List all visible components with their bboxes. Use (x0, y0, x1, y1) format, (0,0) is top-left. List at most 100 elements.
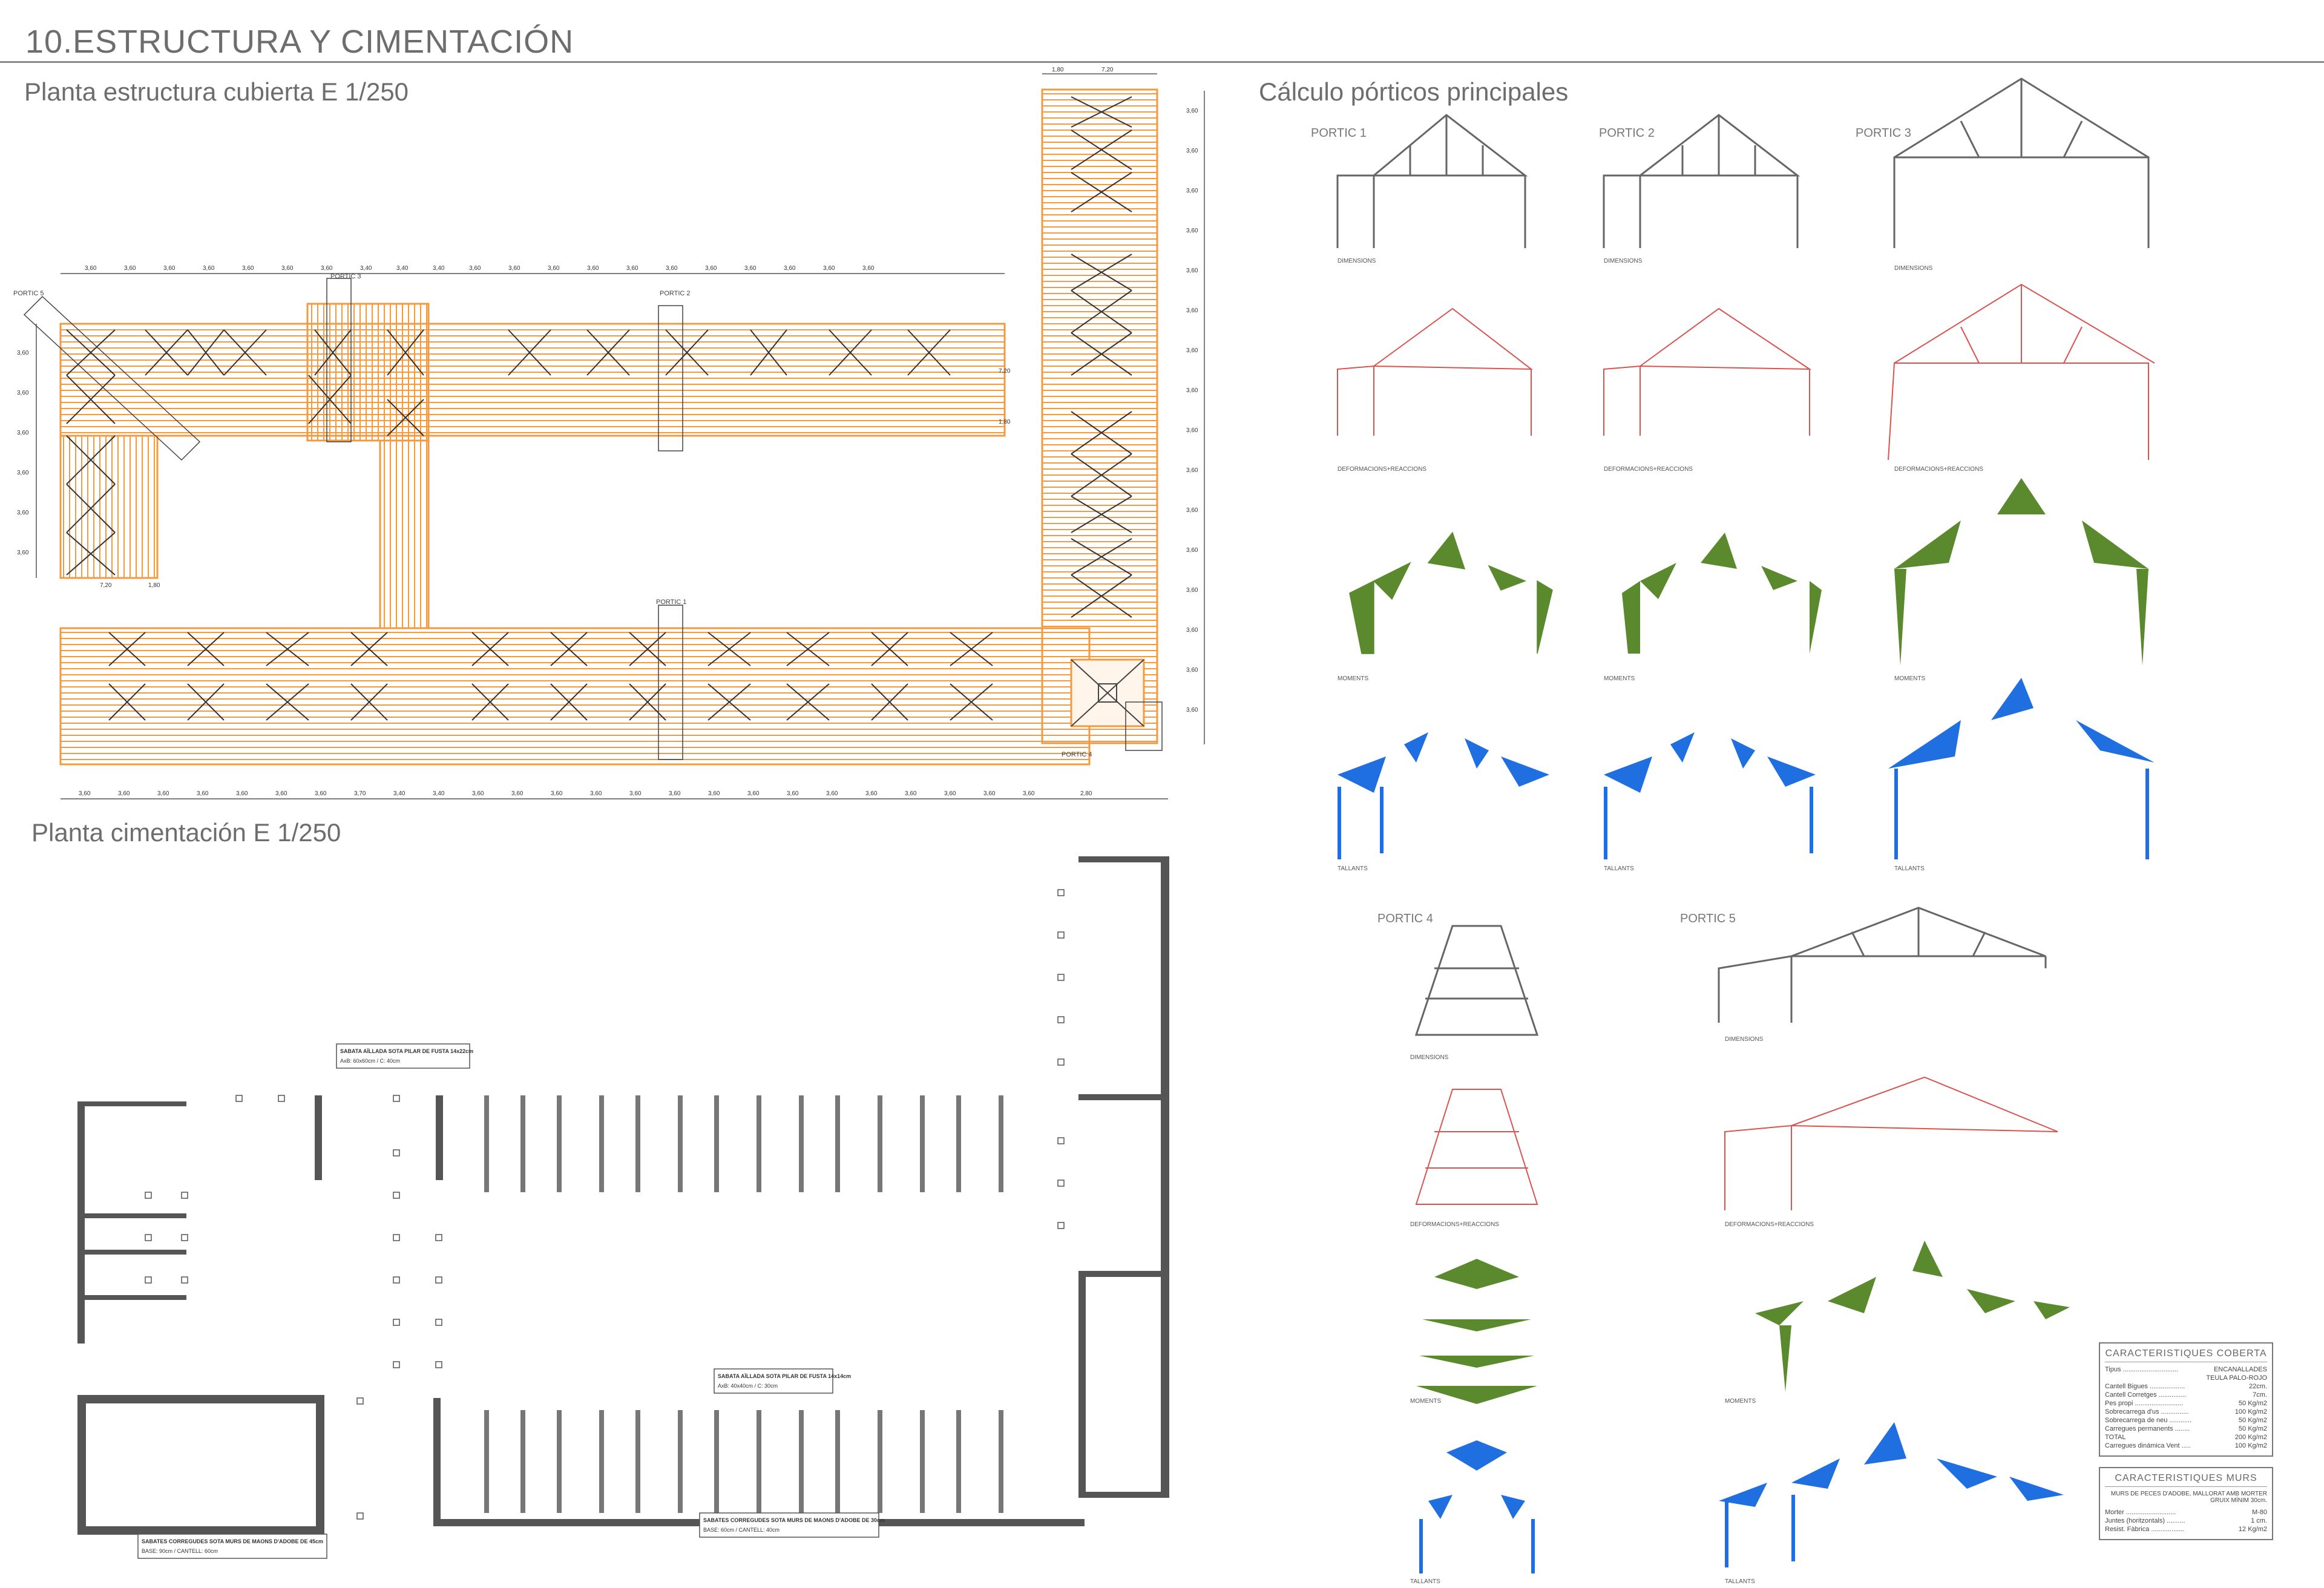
bottom-wing-bracing (108, 632, 993, 721)
roof-connector (379, 439, 430, 629)
roof-prop-row: Sobrecarrega d'us ............... 100 Kg/… (2105, 1408, 2267, 1416)
roof-prop-row: Sobrecarrega de neu ............ 50 Kg/m2 (2105, 1417, 2267, 1424)
misc-dim-labels: 1,80 7,20 7,20 1,80 7,20 1,80 (100, 67, 1114, 589)
svg-text:DEFORMACIONS+REACCIONS: DEFORMACIONS+REACCIONS (1604, 466, 1693, 473)
svg-text:3,60: 3,60 (1023, 790, 1035, 797)
roof-structure-plan: 3,60 3,60 3,60 3,60 3,60 3,60 3,60 3,40 … (13, 67, 1205, 799)
portic-5-dimensions (1718, 907, 2047, 1023)
wall-note: MURS DE PECES D'ADOBE, MALLORAT AMB MORT… (2110, 1491, 2267, 1504)
svg-text:PORTIC 4: PORTIC 4 (1062, 751, 1092, 758)
svg-text:3,60: 3,60 (905, 790, 917, 797)
portic-1-shear (1338, 732, 1549, 859)
foundation-walls (77, 856, 1169, 1535)
portic-2-shear (1604, 732, 1816, 859)
svg-text:TALLANTS: TALLANTS (1338, 865, 1368, 872)
svg-text:3,60: 3,60 (17, 390, 29, 396)
portic-3-group: PORTIC 3 DIMENSIONS DEFORMACIONS+REACCIO… (1856, 77, 2155, 872)
svg-text:7,20: 7,20 (100, 582, 112, 589)
svg-text:MOMENTS: MOMENTS (1338, 675, 1368, 682)
svg-text:7,20: 7,20 (999, 368, 1011, 375)
foundation-isolated-footings (484, 1095, 1003, 1513)
svg-text:DEFORMACIONS+REACCIONS: DEFORMACIONS+REACCIONS (1410, 1221, 1499, 1228)
svg-text:3,60: 3,60 (1186, 387, 1198, 394)
svg-text:DIMENSIONS: DIMENSIONS (1604, 258, 1643, 264)
portic-2-label: PORTIC 2 (1599, 126, 1655, 140)
svg-text:3,60: 3,60 (865, 790, 878, 797)
portic-2-group: PORTIC 2 DIMENSIONS DEFORMACIONS+REACCIO… (1599, 114, 1822, 872)
svg-text:3,60: 3,60 (669, 790, 681, 797)
svg-text:3,60: 3,60 (747, 790, 760, 797)
portic-2-dimensions (1603, 114, 1800, 248)
frames-title: Cálculo pórticos principales (1259, 77, 1569, 106)
svg-text:3,60: 3,60 (236, 790, 248, 797)
wall-prop-row: Morter ........................... M-80 (2105, 1509, 2267, 1516)
svg-text:3,60: 3,60 (321, 265, 333, 272)
portic-1-label: PORTIC 1 (1311, 126, 1367, 140)
svg-text:3,60: 3,60 (626, 265, 638, 272)
svg-text:DEFORMACIONS+REACCIONS: DEFORMACIONS+REACCIONS (1894, 466, 1983, 473)
svg-text:3,60: 3,60 (508, 265, 520, 272)
roof-prop-row: Cantell Bigues ................... 22cm. (2105, 1383, 2267, 1390)
svg-text:DEFORMACIONS+REACCIONS: DEFORMACIONS+REACCIONS (1338, 466, 1426, 473)
svg-text:3,60: 3,60 (163, 265, 176, 272)
svg-text:3,60: 3,60 (862, 265, 875, 272)
roof-characteristics: CARACTERISTIQUES COBERTA Tipus .........… (2099, 1342, 2273, 1457)
portic-4-shear (1419, 1440, 1535, 1573)
portic-5-shear (1719, 1422, 2064, 1567)
right-dim-labels: 3,60 3,60 3,60 3,60 3,60 3,60 3,60 3,60 … (1186, 108, 1198, 714)
svg-text:3,60: 3,60 (983, 790, 996, 797)
bottom-dim-labels: 3,60 3,60 3,60 3,60 3,60 3,60 3,60 3,70 … (79, 790, 1092, 797)
portic-tags: PORTIC 5 PORTIC 3 PORTIC 2 PORTIC 1 PORT… (13, 273, 1092, 758)
portic-1-dimensions (1336, 114, 1528, 248)
svg-text:3,60: 3,60 (587, 265, 599, 272)
svg-text:3,60: 3,60 (157, 790, 169, 797)
svg-text:DIMENSIONS: DIMENSIONS (1338, 258, 1376, 264)
wall-prop-row: Juntes (horitzontals) .......... 1 cm. (2105, 1517, 2267, 1524)
portic-4-group: PORTIC 4 DIMENSIONS DEFORMACIONS+REACCIO… (1377, 912, 1539, 1585)
svg-text:BASE: 90cm / CANTELL: 60cm: BASE: 90cm / CANTELL: 60cm (142, 1548, 218, 1554)
roof-prop-row: Tipus .............................. ENCA… (2105, 1366, 2267, 1373)
svg-text:3,40: 3,40 (396, 265, 409, 272)
svg-text:PORTIC 3: PORTIC 3 (330, 273, 361, 280)
svg-text:3,60: 3,60 (1186, 427, 1198, 434)
svg-text:SABATA AÏLLADA SOTA PILAR DE F: SABATA AÏLLADA SOTA PILAR DE FUSTA 14x22… (340, 1048, 473, 1054)
svg-text:3,60: 3,60 (1186, 228, 1198, 234)
svg-text:3,60: 3,60 (944, 790, 956, 797)
svg-text:7,20: 7,20 (1101, 67, 1114, 73)
svg-text:3,60: 3,60 (629, 790, 642, 797)
left-dim-labels: 3,60 3,60 3,60 3,60 3,60 3,60 (17, 350, 29, 556)
svg-text:3,60: 3,60 (242, 265, 254, 272)
roof-plan-title: Planta estructura cubierta E 1/250 (24, 77, 409, 106)
svg-text:3,60: 3,60 (1186, 108, 1198, 114)
foundation-pads (145, 889, 1065, 1520)
svg-text:3,60: 3,60 (1186, 547, 1198, 554)
svg-text:3,60: 3,60 (1186, 267, 1198, 274)
svg-text:3,40: 3,40 (393, 790, 405, 797)
svg-text:3,60: 3,60 (784, 265, 796, 272)
sheet-title: 10.ESTRUCTURA Y CIMENTACIÓN (25, 24, 574, 60)
roof-characteristics-title: CARACTERISTIQUES COBERTA (2105, 1348, 2267, 1362)
svg-text:3,60: 3,60 (281, 265, 294, 272)
svg-text:3,60: 3,60 (1186, 667, 1198, 674)
title-rule (0, 61, 2324, 63)
svg-text:3,40: 3,40 (433, 790, 445, 797)
portic-5-moments (1755, 1241, 2070, 1392)
wall-prop-row: Resist. Fàbrica .................. 12 Kg/… (2105, 1526, 2267, 1533)
roof-raised-block (306, 303, 430, 442)
roof-prop-row: TEULA PALO-ROJO (2206, 1374, 2267, 1382)
svg-text:MOMENTS: MOMENTS (1894, 675, 1925, 682)
svg-text:3,60: 3,60 (315, 790, 327, 797)
portic-4-moments (1416, 1259, 1537, 1404)
roof-prop-row: TOTAL 200 Kg/m2 (2105, 1434, 2267, 1441)
svg-text:3,40: 3,40 (360, 265, 372, 272)
svg-text:3,60: 3,60 (197, 790, 209, 797)
svg-text:3,60: 3,60 (17, 430, 29, 436)
svg-text:MOMENTS: MOMENTS (1410, 1398, 1441, 1405)
portic-4-label: PORTIC 4 (1377, 912, 1433, 925)
svg-text:AxB: 60x60cm / C: 40cm: AxB: 60x60cm / C: 40cm (340, 1058, 400, 1064)
svg-text:PORTIC 5: PORTIC 5 (13, 290, 44, 297)
svg-text:SABATES CORREGUDES SOTA MURS D: SABATES CORREGUDES SOTA MURS DE MAONS D'… (142, 1538, 323, 1544)
portic-2-moments (1622, 533, 1822, 654)
portic-5-group: PORTIC 5 DIMENSIONS DEFORMACIONS+REACCIO… (1680, 907, 2070, 1585)
foundation-plan: SABATA AÏLLADA SOTA PILAR DE FUSTA 14x22… (77, 856, 1169, 1559)
